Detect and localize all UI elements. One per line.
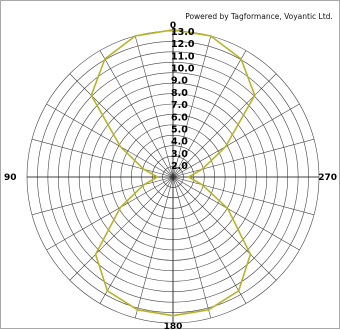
radial-tick-label: 10.0 <box>171 64 195 75</box>
radial-tick-labels: 2.03.04.0 5.06.07.08.09.010.0 11.012.013.0 <box>171 27 195 172</box>
polar-grid <box>26 30 320 324</box>
angle-label-270: 270 <box>318 173 337 183</box>
data-point <box>201 183 204 186</box>
data-point <box>240 58 243 60</box>
data-point <box>187 176 190 178</box>
radial-tick-label: 2.0 <box>171 161 188 172</box>
data-point <box>90 94 93 97</box>
data-point <box>142 168 145 171</box>
radial-tick-label: 3.0 <box>171 149 188 160</box>
radial-tick-label: 9.0 <box>171 76 188 87</box>
data-point <box>172 28 174 31</box>
radial-tick-label: 11.0 <box>171 51 195 62</box>
radial-tick-label: 6.0 <box>171 112 188 123</box>
data-point <box>253 94 256 97</box>
radial-tick-label: 13.0 <box>171 27 195 38</box>
data-point <box>156 176 159 178</box>
data-point <box>103 58 106 60</box>
data-point <box>237 289 240 292</box>
data-point <box>207 308 210 311</box>
data-point <box>209 35 212 37</box>
data-point <box>119 206 122 209</box>
data-point <box>134 35 137 37</box>
radial-tick-label: 5.0 <box>171 124 188 135</box>
data-point <box>106 289 109 292</box>
data-point <box>224 145 227 148</box>
radial-tick-label: 8.0 <box>171 88 188 99</box>
angle-label-0: 0 <box>170 21 176 31</box>
radial-tick-label: 7.0 <box>171 100 188 111</box>
data-point <box>142 183 145 186</box>
angle-label-90: 90 <box>4 173 17 183</box>
data-point <box>172 314 174 317</box>
data-point <box>136 308 139 311</box>
angle-label-180: 180 <box>164 322 183 330</box>
data-point <box>226 207 229 210</box>
radial-tick-label: 12.0 <box>171 39 195 50</box>
data-series <box>90 28 256 317</box>
watermark: Powered by Tagformance, Voyantic Ltd. <box>185 12 333 21</box>
data-point <box>119 145 122 148</box>
data-point <box>201 168 204 171</box>
data-point <box>249 253 252 256</box>
radial-tick-label: 4.0 <box>171 137 188 148</box>
data-point <box>94 253 97 256</box>
